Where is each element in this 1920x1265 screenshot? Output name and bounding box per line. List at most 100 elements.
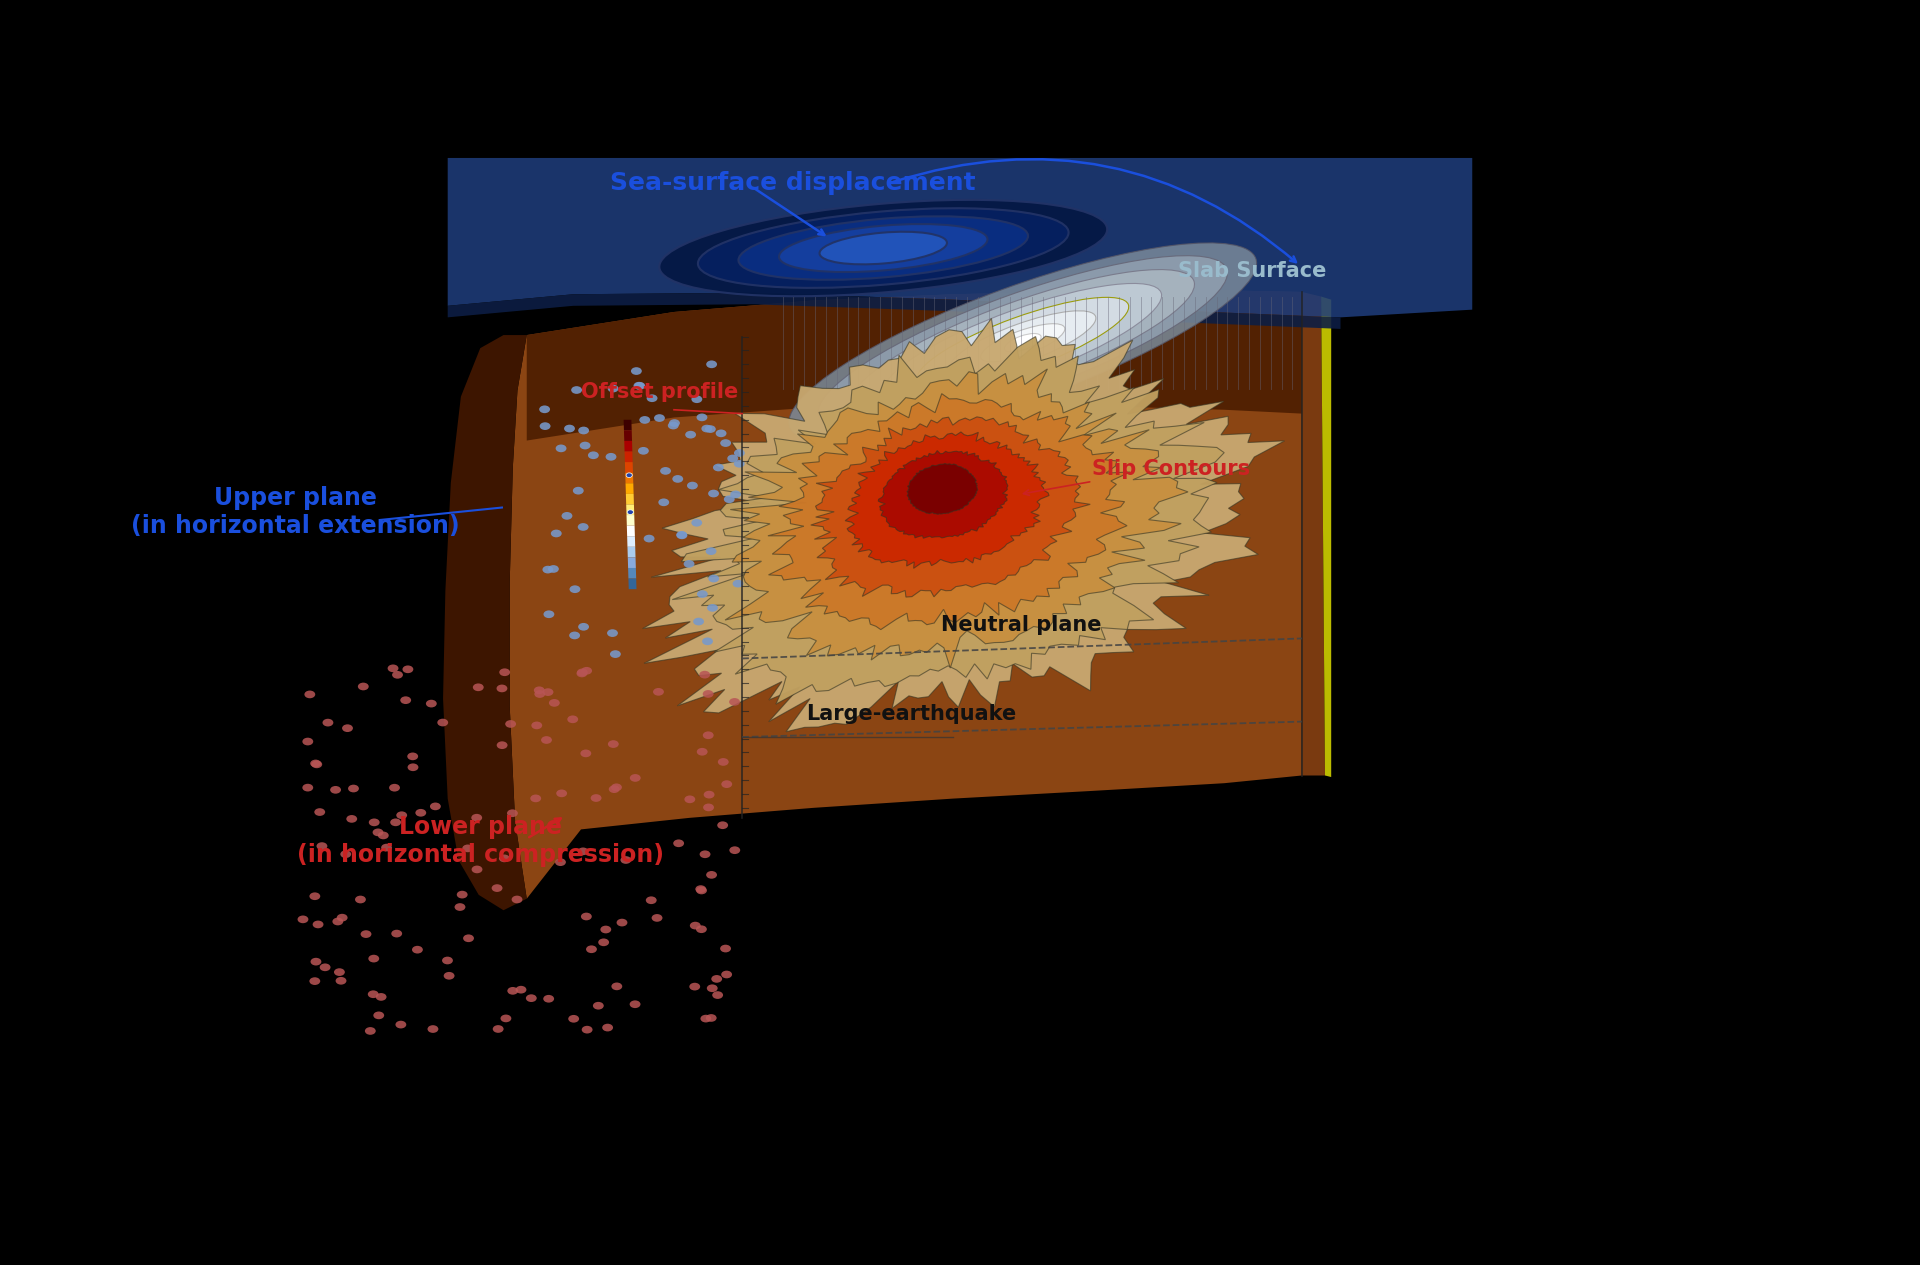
Ellipse shape — [311, 760, 323, 768]
Ellipse shape — [643, 535, 655, 543]
Ellipse shape — [543, 611, 555, 619]
Ellipse shape — [311, 759, 321, 768]
Ellipse shape — [572, 487, 584, 495]
Ellipse shape — [543, 688, 553, 696]
Ellipse shape — [883, 283, 1162, 402]
Ellipse shape — [705, 425, 716, 433]
Ellipse shape — [541, 736, 551, 744]
Ellipse shape — [591, 794, 601, 802]
Ellipse shape — [438, 719, 447, 726]
Ellipse shape — [390, 818, 401, 826]
Ellipse shape — [724, 496, 735, 503]
Ellipse shape — [543, 994, 555, 1003]
Ellipse shape — [609, 786, 620, 793]
Ellipse shape — [1004, 334, 1041, 352]
Ellipse shape — [588, 452, 599, 459]
Ellipse shape — [555, 444, 566, 452]
Ellipse shape — [580, 750, 591, 758]
Ellipse shape — [493, 1025, 503, 1032]
Ellipse shape — [707, 1015, 716, 1022]
Ellipse shape — [647, 395, 657, 402]
Ellipse shape — [399, 696, 411, 705]
Ellipse shape — [611, 983, 622, 990]
Polygon shape — [447, 158, 1473, 318]
Ellipse shape — [689, 922, 701, 930]
Ellipse shape — [728, 454, 737, 462]
Ellipse shape — [632, 367, 641, 374]
Ellipse shape — [718, 758, 730, 765]
Polygon shape — [672, 336, 1225, 705]
Ellipse shape — [444, 972, 455, 979]
Ellipse shape — [703, 791, 714, 798]
Polygon shape — [526, 291, 1302, 440]
Text: Neutral plane: Neutral plane — [941, 615, 1102, 635]
Ellipse shape — [336, 913, 348, 921]
Polygon shape — [628, 558, 636, 568]
Ellipse shape — [392, 670, 403, 678]
Ellipse shape — [703, 731, 714, 739]
Ellipse shape — [695, 926, 707, 934]
Ellipse shape — [580, 441, 591, 449]
Ellipse shape — [699, 670, 710, 678]
Ellipse shape — [676, 531, 687, 539]
Ellipse shape — [309, 978, 321, 985]
Ellipse shape — [687, 482, 697, 490]
Ellipse shape — [511, 896, 522, 903]
Ellipse shape — [851, 269, 1194, 416]
Ellipse shape — [455, 903, 465, 911]
Ellipse shape — [637, 447, 649, 454]
Ellipse shape — [568, 1015, 580, 1022]
Ellipse shape — [376, 993, 386, 1001]
Ellipse shape — [470, 813, 482, 821]
Polygon shape — [626, 515, 636, 526]
Ellipse shape — [407, 753, 419, 760]
Polygon shape — [810, 417, 1091, 597]
Polygon shape — [628, 578, 637, 589]
Ellipse shape — [739, 216, 1027, 280]
Polygon shape — [628, 536, 636, 546]
Ellipse shape — [340, 850, 351, 858]
Polygon shape — [643, 319, 1284, 731]
Ellipse shape — [707, 984, 718, 992]
Ellipse shape — [336, 977, 346, 984]
Ellipse shape — [365, 1027, 376, 1035]
Ellipse shape — [499, 668, 511, 676]
Ellipse shape — [733, 449, 745, 457]
Ellipse shape — [697, 887, 707, 894]
Ellipse shape — [298, 916, 309, 923]
Ellipse shape — [716, 430, 726, 438]
Ellipse shape — [313, 921, 323, 929]
Ellipse shape — [507, 987, 518, 994]
Polygon shape — [444, 335, 526, 911]
Ellipse shape — [442, 956, 453, 964]
Ellipse shape — [699, 850, 710, 858]
Ellipse shape — [707, 603, 718, 612]
Ellipse shape — [372, 1012, 384, 1020]
Ellipse shape — [611, 650, 620, 658]
Ellipse shape — [334, 968, 346, 977]
Ellipse shape — [332, 917, 344, 926]
Ellipse shape — [557, 789, 566, 797]
Ellipse shape — [703, 691, 714, 698]
Ellipse shape — [607, 629, 618, 638]
Ellipse shape — [660, 467, 670, 474]
Ellipse shape — [710, 975, 722, 983]
Ellipse shape — [695, 886, 707, 893]
Ellipse shape — [578, 622, 589, 631]
Text: Sea-surface displacement: Sea-surface displacement — [611, 171, 975, 195]
Ellipse shape — [301, 737, 313, 745]
Ellipse shape — [582, 667, 591, 674]
Ellipse shape — [428, 1025, 438, 1034]
Ellipse shape — [369, 818, 380, 826]
Ellipse shape — [651, 915, 662, 922]
Ellipse shape — [699, 209, 1069, 288]
Ellipse shape — [492, 884, 503, 892]
Ellipse shape — [526, 994, 538, 1002]
Ellipse shape — [712, 992, 724, 999]
Ellipse shape — [645, 897, 657, 904]
Ellipse shape — [712, 464, 724, 472]
Polygon shape — [768, 393, 1131, 630]
Ellipse shape — [323, 719, 334, 726]
Ellipse shape — [703, 803, 714, 811]
Ellipse shape — [507, 810, 518, 817]
